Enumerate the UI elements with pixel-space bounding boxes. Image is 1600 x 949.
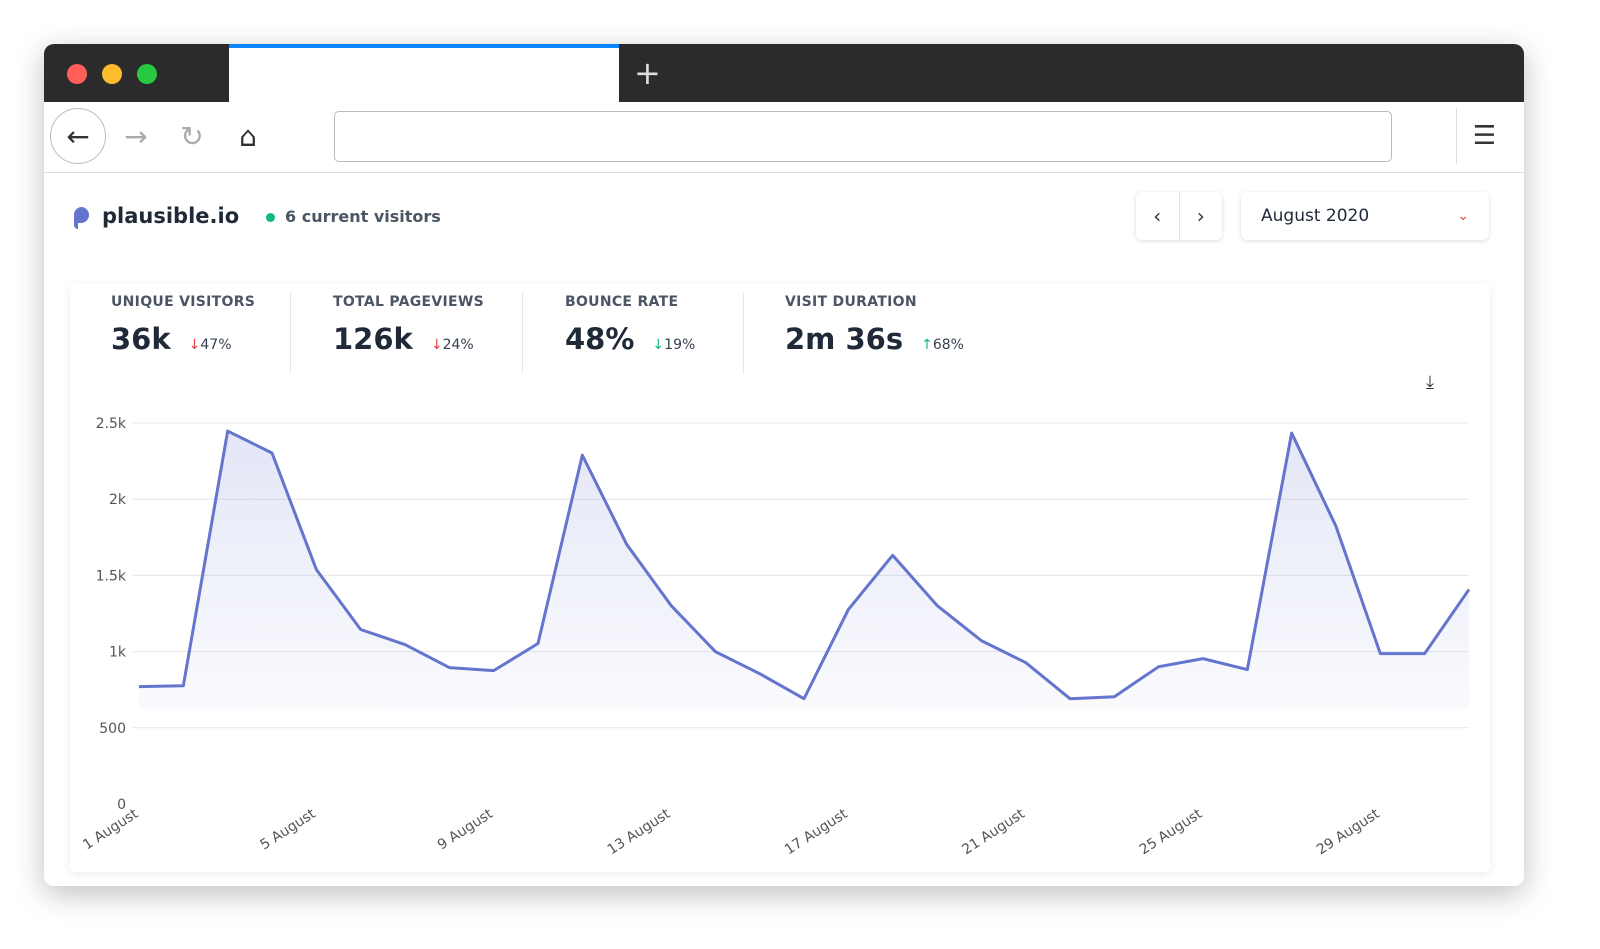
tab-bar: + — [44, 44, 1524, 102]
period-label: August 2020 — [1261, 206, 1370, 226]
x-tick-label: 13 August — [605, 806, 674, 859]
y-tick-label: 500 — [99, 721, 126, 737]
chevron-left-icon[interactable]: ‹ — [1136, 192, 1180, 240]
y-tick-label: 1.5k — [96, 568, 127, 584]
close-window-button[interactable] — [67, 64, 87, 84]
stat-value: 2m 36s — [785, 322, 904, 356]
stat-label: UNIQUE VISITORS — [111, 294, 256, 310]
browser-window: + ← → ↻ ⌂ ☰ plausible.io 6 current visit… — [44, 44, 1524, 886]
stat-change: ↓24% — [430, 337, 474, 353]
divider — [290, 292, 291, 374]
stat-label: BOUNCE RATE — [565, 294, 679, 310]
download-icon[interactable]: ⤓ — [1426, 372, 1434, 393]
browser-toolbar: ← → ↻ ⌂ ☰ — [44, 102, 1524, 173]
series-line — [138, 429, 1471, 701]
minimize-window-button[interactable] — [102, 64, 122, 84]
active-tab[interactable] — [229, 44, 619, 102]
stat-value: 48% — [565, 322, 635, 356]
maximize-window-button[interactable] — [137, 64, 157, 84]
x-tick-label: 1 August — [80, 806, 141, 854]
stat-unique-visitors[interactable]: UNIQUE VISITORS 36k ↓47% — [111, 294, 255, 356]
home-icon[interactable]: ⌂ — [239, 119, 257, 153]
address-bar[interactable] — [334, 111, 1392, 162]
live-dot-icon — [266, 213, 275, 222]
reload-icon[interactable]: ↻ — [180, 119, 204, 153]
y-tick-label: 1k — [109, 645, 127, 661]
x-tick-label: 17 August — [782, 806, 851, 859]
stat-change: ↓19% — [652, 337, 696, 353]
arrow-down-icon: ↓ — [652, 337, 665, 353]
period-picker[interactable]: August 2020 ⌄ — [1241, 192, 1489, 240]
stat-value: 126k — [333, 322, 413, 356]
back-arrow-icon[interactable]: ← — [50, 108, 106, 164]
period-arrows: ‹ › — [1136, 192, 1222, 240]
y-tick-label: 0 — [117, 797, 126, 813]
stat-bounce-rate[interactable]: BOUNCE RATE 48% ↓19% — [565, 294, 695, 356]
area-fill — [139, 431, 1469, 709]
y-tick-label: 2.5k — [96, 416, 127, 432]
site-name[interactable]: plausible.io — [102, 204, 240, 228]
new-tab-icon[interactable]: + — [634, 54, 661, 92]
stat-change: ↓47% — [188, 337, 232, 353]
arrow-down-icon: ↓ — [430, 337, 443, 353]
x-tick-label: 5 August — [257, 806, 318, 854]
arrow-up-icon: ↑ — [921, 337, 933, 353]
stat-total-pageviews[interactable]: TOTAL PAGEVIEWS 126k ↓24% — [333, 294, 484, 356]
stat-label: TOTAL PAGEVIEWS — [333, 294, 485, 310]
x-tick-label: 21 August — [959, 806, 1028, 859]
x-tick-label: 25 August — [1137, 806, 1206, 859]
current-visitors[interactable]: 6 current visitors — [266, 207, 441, 226]
chevron-down-icon: ⌄ — [1457, 208, 1469, 224]
hamburger-menu-icon[interactable]: ☰ — [1456, 108, 1512, 164]
stat-change: ↑68% — [921, 337, 964, 353]
arrow-down-icon: ↓ — [188, 337, 201, 353]
stat-label: VISIT DURATION — [785, 294, 917, 310]
y-tick-label: 2k — [109, 492, 127, 508]
current-visitors-label: 6 current visitors — [285, 207, 441, 226]
forward-arrow-icon[interactable]: → — [124, 119, 148, 153]
divider — [522, 292, 523, 374]
x-tick-label: 9 August — [435, 806, 496, 854]
x-tick-label: 29 August — [1314, 806, 1383, 859]
divider — [743, 292, 744, 374]
plausible-logo-icon — [72, 206, 90, 234]
chevron-right-icon[interactable]: › — [1196, 204, 1205, 228]
stat-value: 36k — [111, 322, 171, 356]
stat-visit-duration[interactable]: VISIT DURATION 2m 36s ↑68% — [785, 294, 964, 356]
